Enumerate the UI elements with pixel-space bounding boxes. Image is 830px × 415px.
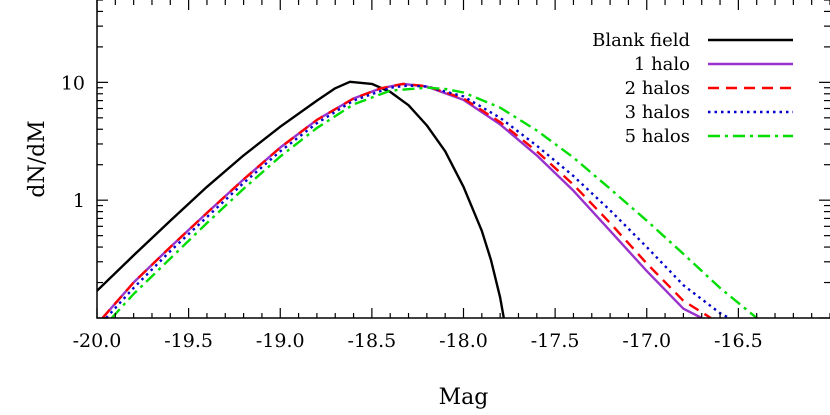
x-tick-label: -17.5: [531, 330, 580, 352]
series-line-1: [97, 80, 505, 318]
x-axis-title: Mag: [439, 385, 489, 410]
plot-lines: [97, 80, 759, 318]
x-tick-label: -18.5: [348, 330, 397, 352]
y-tick-label: 1: [73, 190, 85, 212]
y-tick-label: 10: [61, 72, 85, 94]
ticks: [96, 0, 830, 319]
x-tick-label: -18.0: [439, 330, 488, 352]
tick-labels: -20.0 -19.5 -19.0 -18.5 -18.0 -17.5 -17.0 -16.5…: [61, 72, 763, 352]
legend-label: Blank field: [592, 30, 690, 51]
legend-label: 2 halos: [625, 78, 690, 99]
series-line-5: [110, 86, 759, 318]
legend-label: 5 halos: [625, 126, 690, 147]
series-line-3: [101, 82, 712, 318]
plot-frame: [96, 0, 830, 319]
x-tick-label: -19.0: [256, 330, 305, 352]
x-tick-label: -19.5: [164, 330, 213, 352]
series-line-4: [105, 84, 730, 318]
x-tick-label: -20.0: [73, 330, 122, 352]
x-tick-label: -16.5: [714, 330, 763, 352]
legend: Blank field 1 halo 2 halos 3 halos 5 halos: [592, 30, 793, 147]
y-axis-title: dN/dM: [25, 120, 50, 197]
legend-label: 1 halo: [634, 54, 690, 75]
legend-label: 3 halos: [625, 102, 690, 123]
x-tick-label: -17.0: [622, 330, 671, 352]
